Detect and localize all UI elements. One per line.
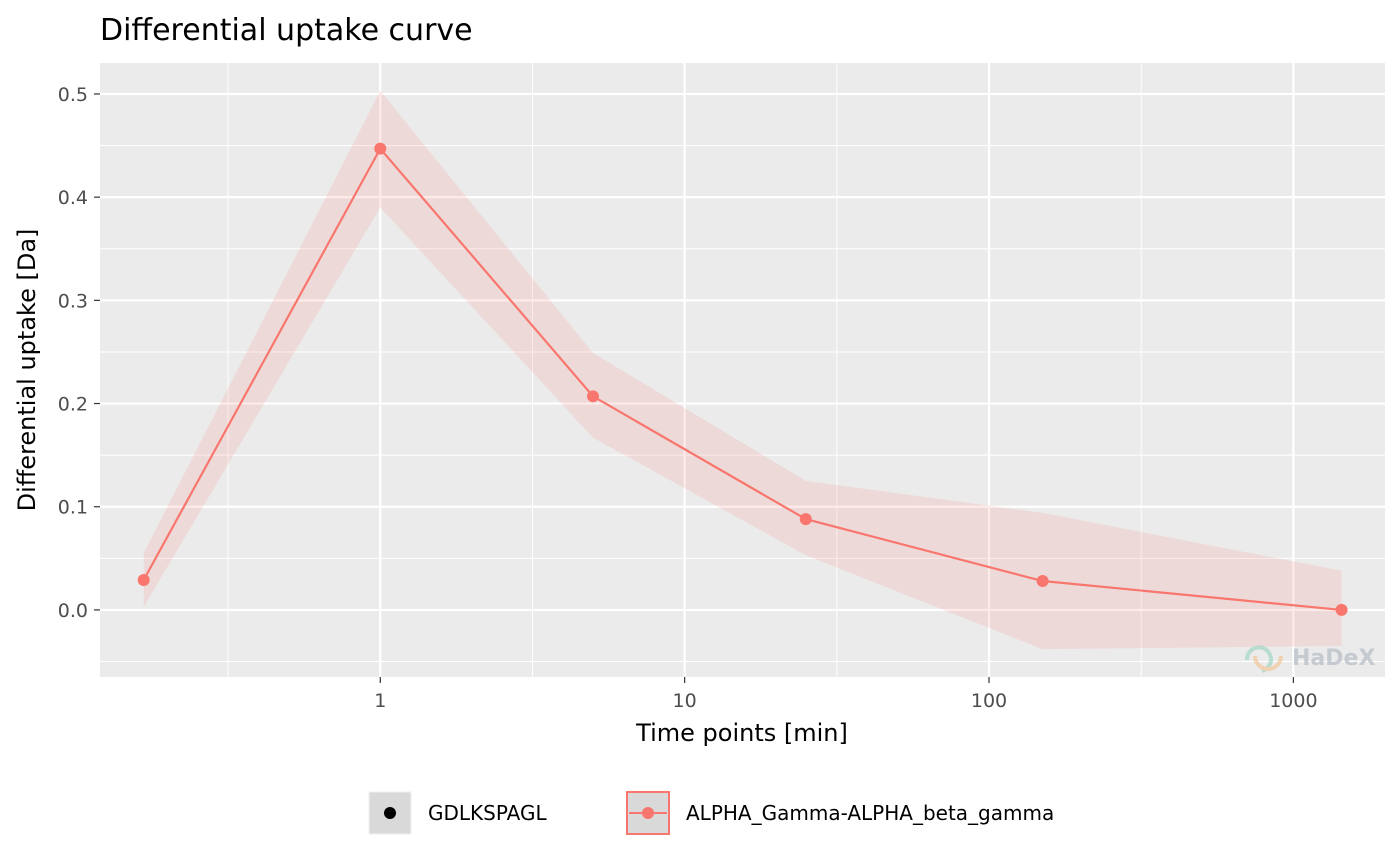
x-tick-label: 10 bbox=[673, 690, 697, 712]
series-line bbox=[142, 146, 1342, 612]
confidence-band-layer bbox=[143, 90, 1342, 650]
data-point bbox=[137, 573, 150, 586]
x-axis-title: Time points [min] bbox=[635, 719, 848, 747]
data-point bbox=[1335, 603, 1348, 616]
legend-label-1: ALPHA_Gamma-ALPHA_beta_gamma bbox=[686, 801, 1054, 825]
legend-item-0: GDLKSPAGL bbox=[368, 791, 547, 835]
plot-panel bbox=[100, 63, 1385, 677]
y-tick-label: 0.5 bbox=[58, 84, 88, 106]
y-tick-label: 0.3 bbox=[58, 290, 88, 312]
y-axis: 0.0 0.1 0.2 0.3 0.4 0.5 bbox=[58, 84, 100, 622]
confidence-band bbox=[143, 90, 1342, 650]
y-tick-label: 0.0 bbox=[58, 600, 88, 622]
y-axis-title: Differential uptake [Da] bbox=[13, 229, 41, 512]
legend-item-1: ALPHA_Gamma-ALPHA_beta_gamma bbox=[626, 791, 1054, 835]
x-tick-label: 1 bbox=[374, 690, 386, 712]
hadex-logo: HaDeX bbox=[1244, 645, 1375, 673]
legend: GDLKSPAGL ALPHA_Gamma-ALPHA_beta_gamma bbox=[368, 791, 1054, 835]
data-point bbox=[587, 390, 600, 403]
x-tick-label: 100 bbox=[971, 690, 1007, 712]
x-axis: 1 10 100 1000 bbox=[374, 677, 1318, 712]
grid bbox=[100, 63, 1385, 677]
y-tick-label: 0.1 bbox=[58, 497, 88, 519]
series-layer bbox=[137, 142, 1348, 616]
y-tick-label: 0.2 bbox=[58, 394, 88, 416]
x-tick-label: 1000 bbox=[1269, 690, 1317, 712]
data-point bbox=[374, 142, 387, 155]
legend-marker-0 bbox=[384, 807, 396, 819]
data-point bbox=[799, 513, 812, 526]
legend-label-0: GDLKSPAGL bbox=[428, 801, 547, 825]
watermark-text: HaDeX bbox=[1292, 646, 1375, 671]
y-tick-label: 0.4 bbox=[58, 187, 88, 209]
legend-marker-1 bbox=[642, 807, 654, 819]
data-point bbox=[1036, 575, 1049, 588]
chart-title: Differential uptake curve bbox=[100, 13, 473, 48]
